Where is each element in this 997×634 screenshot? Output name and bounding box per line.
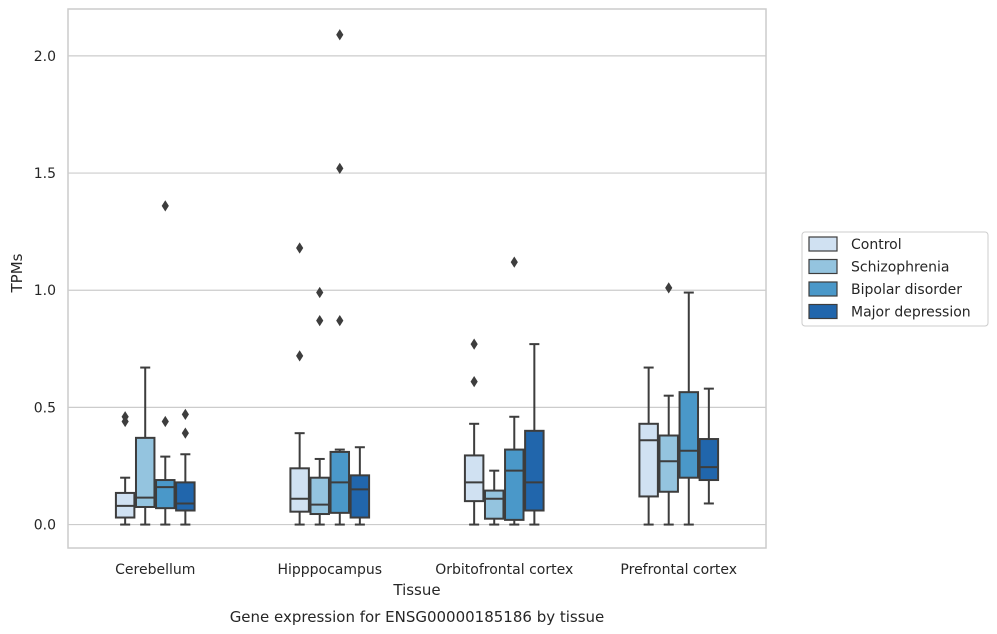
outlier-point xyxy=(181,427,189,439)
box-control xyxy=(638,366,659,526)
outlier-point xyxy=(161,200,169,212)
iqr-box xyxy=(658,434,679,493)
x-tick-label: Prefrontal cortex xyxy=(620,562,737,578)
box-major-depression xyxy=(175,408,196,526)
legend-entry: Major depression xyxy=(851,305,971,321)
legend-entry: Schizophrenia xyxy=(851,260,949,276)
x-tick-label: Cerebellum xyxy=(115,562,195,578)
outlier-point xyxy=(296,242,304,254)
outlier-point xyxy=(336,29,344,41)
legend-swatch xyxy=(808,236,838,252)
box-major-depression xyxy=(349,446,371,526)
y-tick-label: 1.5 xyxy=(34,166,56,182)
legend-frame xyxy=(801,231,989,327)
iqr-box xyxy=(309,476,330,516)
legend-swatch xyxy=(808,258,838,275)
x-axis-label: Tissue xyxy=(392,581,440,599)
iqr-box xyxy=(524,429,545,512)
box-schizophrenia xyxy=(483,469,505,526)
outlier-point xyxy=(336,315,344,327)
outlier-point xyxy=(470,375,478,388)
outlier-point xyxy=(181,408,189,421)
outlier-point xyxy=(510,256,518,268)
iqr-box xyxy=(134,436,156,508)
iqr-box xyxy=(289,467,310,513)
y-tick-label: 2.0 xyxy=(34,49,56,65)
boxes xyxy=(114,29,720,526)
iqr-box xyxy=(349,474,371,519)
outlier-point xyxy=(161,415,169,428)
outlier-point xyxy=(336,162,344,174)
outlier-point xyxy=(316,315,324,327)
box-control xyxy=(114,411,136,526)
y-tick-label: 0.5 xyxy=(34,400,56,416)
x-tick-labels: Cerebellum Hipppocampus Orbitofrontal cort… xyxy=(115,562,737,578)
iqr-box xyxy=(698,438,720,482)
y-axis-label: TPMs xyxy=(8,253,26,293)
box-control xyxy=(289,242,310,526)
legend-entry: Bipolar disorder xyxy=(851,282,962,298)
iqr-box xyxy=(483,489,505,520)
legend: Control Schizophrenia Bipolar disorder Majo… xyxy=(801,231,989,327)
legend-swatch xyxy=(808,281,838,297)
outlier-point xyxy=(296,350,304,362)
outlier-point xyxy=(665,282,673,294)
iqr-box xyxy=(175,481,196,512)
x-tick-label: Orbitofrontal cortex xyxy=(435,562,573,578)
iqr-box xyxy=(678,391,700,479)
iqr-box xyxy=(155,479,176,510)
box-major-depression xyxy=(524,343,545,526)
chart-caption: Gene expression for ENSG00000185186 by t… xyxy=(230,608,605,626)
iqr-box xyxy=(638,422,659,498)
outlier-point xyxy=(470,338,478,350)
outlier-point xyxy=(316,286,324,299)
legend-swatch xyxy=(808,303,838,320)
box-major-depression xyxy=(698,387,720,505)
box-bipolar-disorder xyxy=(329,29,351,526)
box-bipolar-disorder xyxy=(678,291,700,526)
box-bipolar-disorder xyxy=(155,200,176,526)
outlier-point xyxy=(121,411,129,423)
box-schizophrenia xyxy=(309,286,330,526)
box-bipolar-disorder xyxy=(504,256,525,526)
legend-entry: Control xyxy=(851,237,902,253)
y-tick-labels: 0.0 0.5 1.0 1.5 2.0 xyxy=(34,49,56,534)
box-schizophrenia xyxy=(658,282,679,526)
x-tick-label: Hipppocampus xyxy=(277,562,382,578)
iqr-box xyxy=(504,448,525,521)
box-control xyxy=(463,338,485,526)
y-tick-label: 0.0 xyxy=(34,518,56,534)
box-schizophrenia xyxy=(134,366,156,526)
iqr-box xyxy=(463,454,485,503)
y-tick-label: 1.0 xyxy=(34,283,56,299)
